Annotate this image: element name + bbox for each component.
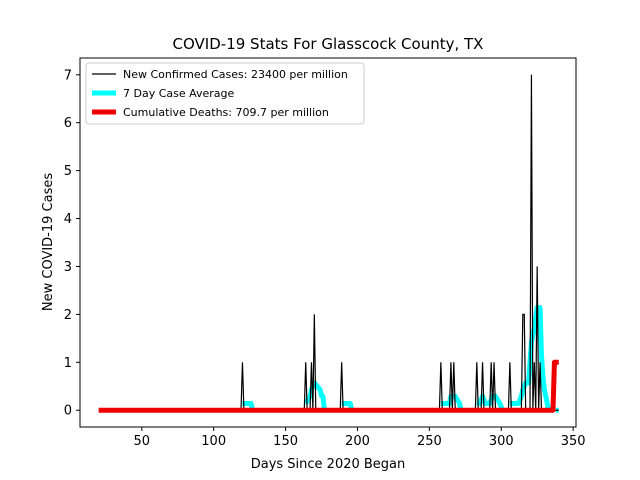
x-tick-label: 300 xyxy=(489,434,514,449)
plot-frame xyxy=(79,57,577,428)
x-tick-label: 350 xyxy=(561,434,586,449)
legend-label-7day-average: 7 Day Case Average xyxy=(123,87,235,100)
y-tick-label: 1 xyxy=(64,356,72,371)
x-tick-label: 100 xyxy=(201,434,226,449)
x-tick-label: 250 xyxy=(417,434,442,449)
y-tick-label: 4 xyxy=(64,212,72,227)
legend: New Confirmed Cases: 23400 per million 7… xyxy=(85,62,365,125)
y-tick-label: 3 xyxy=(64,260,72,275)
x-tick-label: 50 xyxy=(134,434,151,449)
legend-label-new-cases: New Confirmed Cases: 23400 per million xyxy=(123,68,348,81)
legend-label-cumulative-deaths: Cumulative Deaths: 709.7 per million xyxy=(123,106,329,119)
y-axis-label: New COVID-19 Cases xyxy=(41,173,56,311)
chart-title: COVID-19 Stats For Glasscock County, TX xyxy=(173,35,484,53)
y-tick-label: 0 xyxy=(64,404,72,419)
x-tick-label: 200 xyxy=(345,434,370,449)
series-cumulative-deaths-line xyxy=(98,359,559,413)
y-tick-label: 5 xyxy=(64,164,72,179)
y-tick-label: 6 xyxy=(64,116,72,131)
y-tick-label: 7 xyxy=(64,68,72,83)
y-tick-label: 2 xyxy=(64,308,72,323)
legend-box xyxy=(85,62,365,125)
x-axis-label: Days Since 2020 Began xyxy=(251,457,406,472)
x-tick-label: 150 xyxy=(273,434,298,449)
